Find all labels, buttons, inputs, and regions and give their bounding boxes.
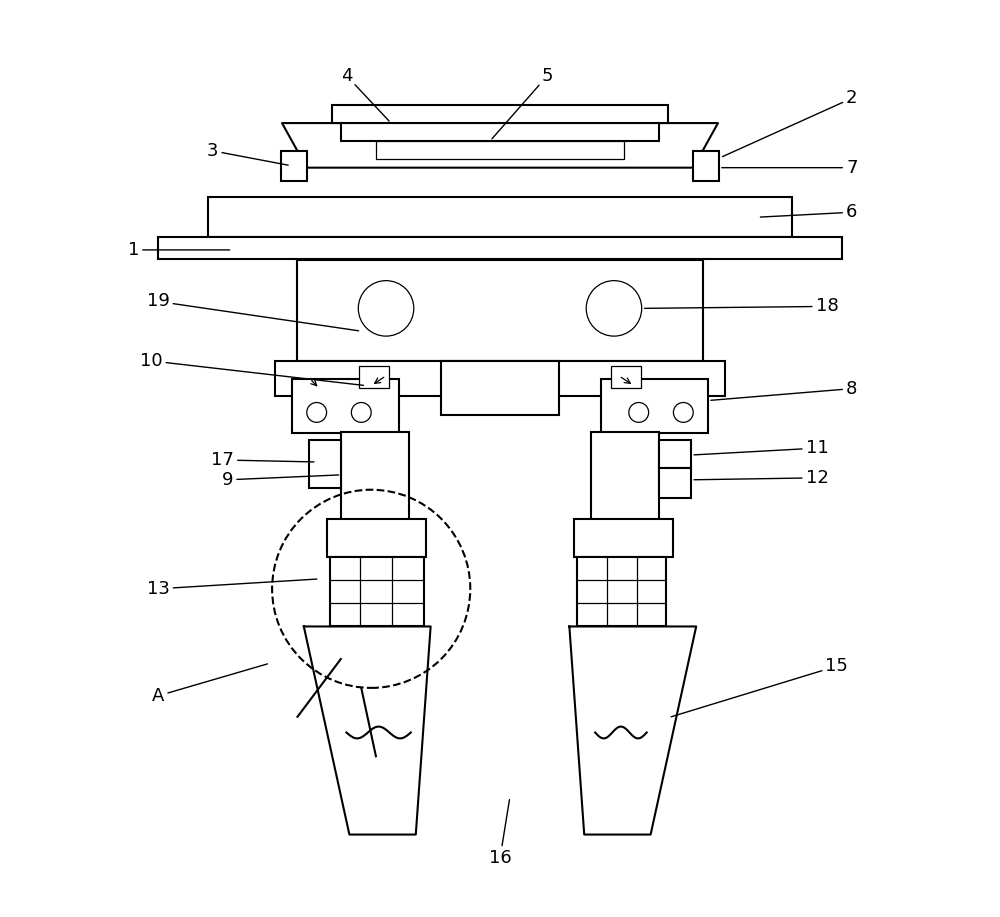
Circle shape	[358, 281, 414, 337]
Polygon shape	[304, 626, 431, 834]
Bar	[601, 379, 708, 433]
Bar	[292, 379, 399, 433]
Text: 10: 10	[140, 352, 363, 385]
Bar	[441, 361, 559, 415]
Bar	[341, 123, 659, 141]
Polygon shape	[569, 626, 696, 834]
Bar	[574, 519, 673, 558]
Text: 11: 11	[694, 439, 828, 457]
Text: 6: 6	[760, 204, 857, 221]
Text: 18: 18	[644, 297, 838, 315]
Circle shape	[586, 281, 642, 337]
Bar	[611, 366, 641, 388]
Bar	[275, 361, 725, 395]
Text: A: A	[152, 664, 267, 705]
Bar	[327, 519, 426, 558]
Text: 19: 19	[147, 293, 359, 331]
Bar	[330, 558, 424, 626]
Bar	[659, 468, 691, 498]
Bar	[208, 197, 792, 237]
Bar	[309, 440, 341, 488]
Text: 9: 9	[222, 470, 339, 489]
Text: 2: 2	[723, 89, 858, 157]
Text: 12: 12	[694, 469, 829, 487]
Text: 5: 5	[492, 67, 553, 138]
Text: 16: 16	[489, 800, 511, 867]
Bar	[577, 558, 666, 626]
Bar	[281, 150, 307, 181]
Text: 8: 8	[711, 380, 857, 401]
Text: 7: 7	[722, 159, 858, 177]
Bar	[591, 432, 659, 522]
Bar	[332, 105, 668, 123]
Text: 13: 13	[147, 579, 317, 598]
Circle shape	[351, 403, 371, 423]
Bar	[376, 141, 624, 159]
Bar	[158, 237, 842, 259]
Text: 17: 17	[211, 451, 314, 469]
Text: 15: 15	[671, 657, 848, 717]
Circle shape	[629, 403, 649, 423]
Bar	[359, 366, 389, 388]
Bar	[341, 432, 409, 522]
Circle shape	[673, 403, 693, 423]
Polygon shape	[282, 123, 718, 168]
Circle shape	[307, 403, 327, 423]
Text: 1: 1	[128, 241, 230, 259]
Bar	[659, 440, 691, 468]
Text: 4: 4	[341, 67, 389, 121]
Text: 3: 3	[207, 142, 288, 165]
Bar	[297, 260, 703, 361]
Bar	[693, 150, 719, 181]
